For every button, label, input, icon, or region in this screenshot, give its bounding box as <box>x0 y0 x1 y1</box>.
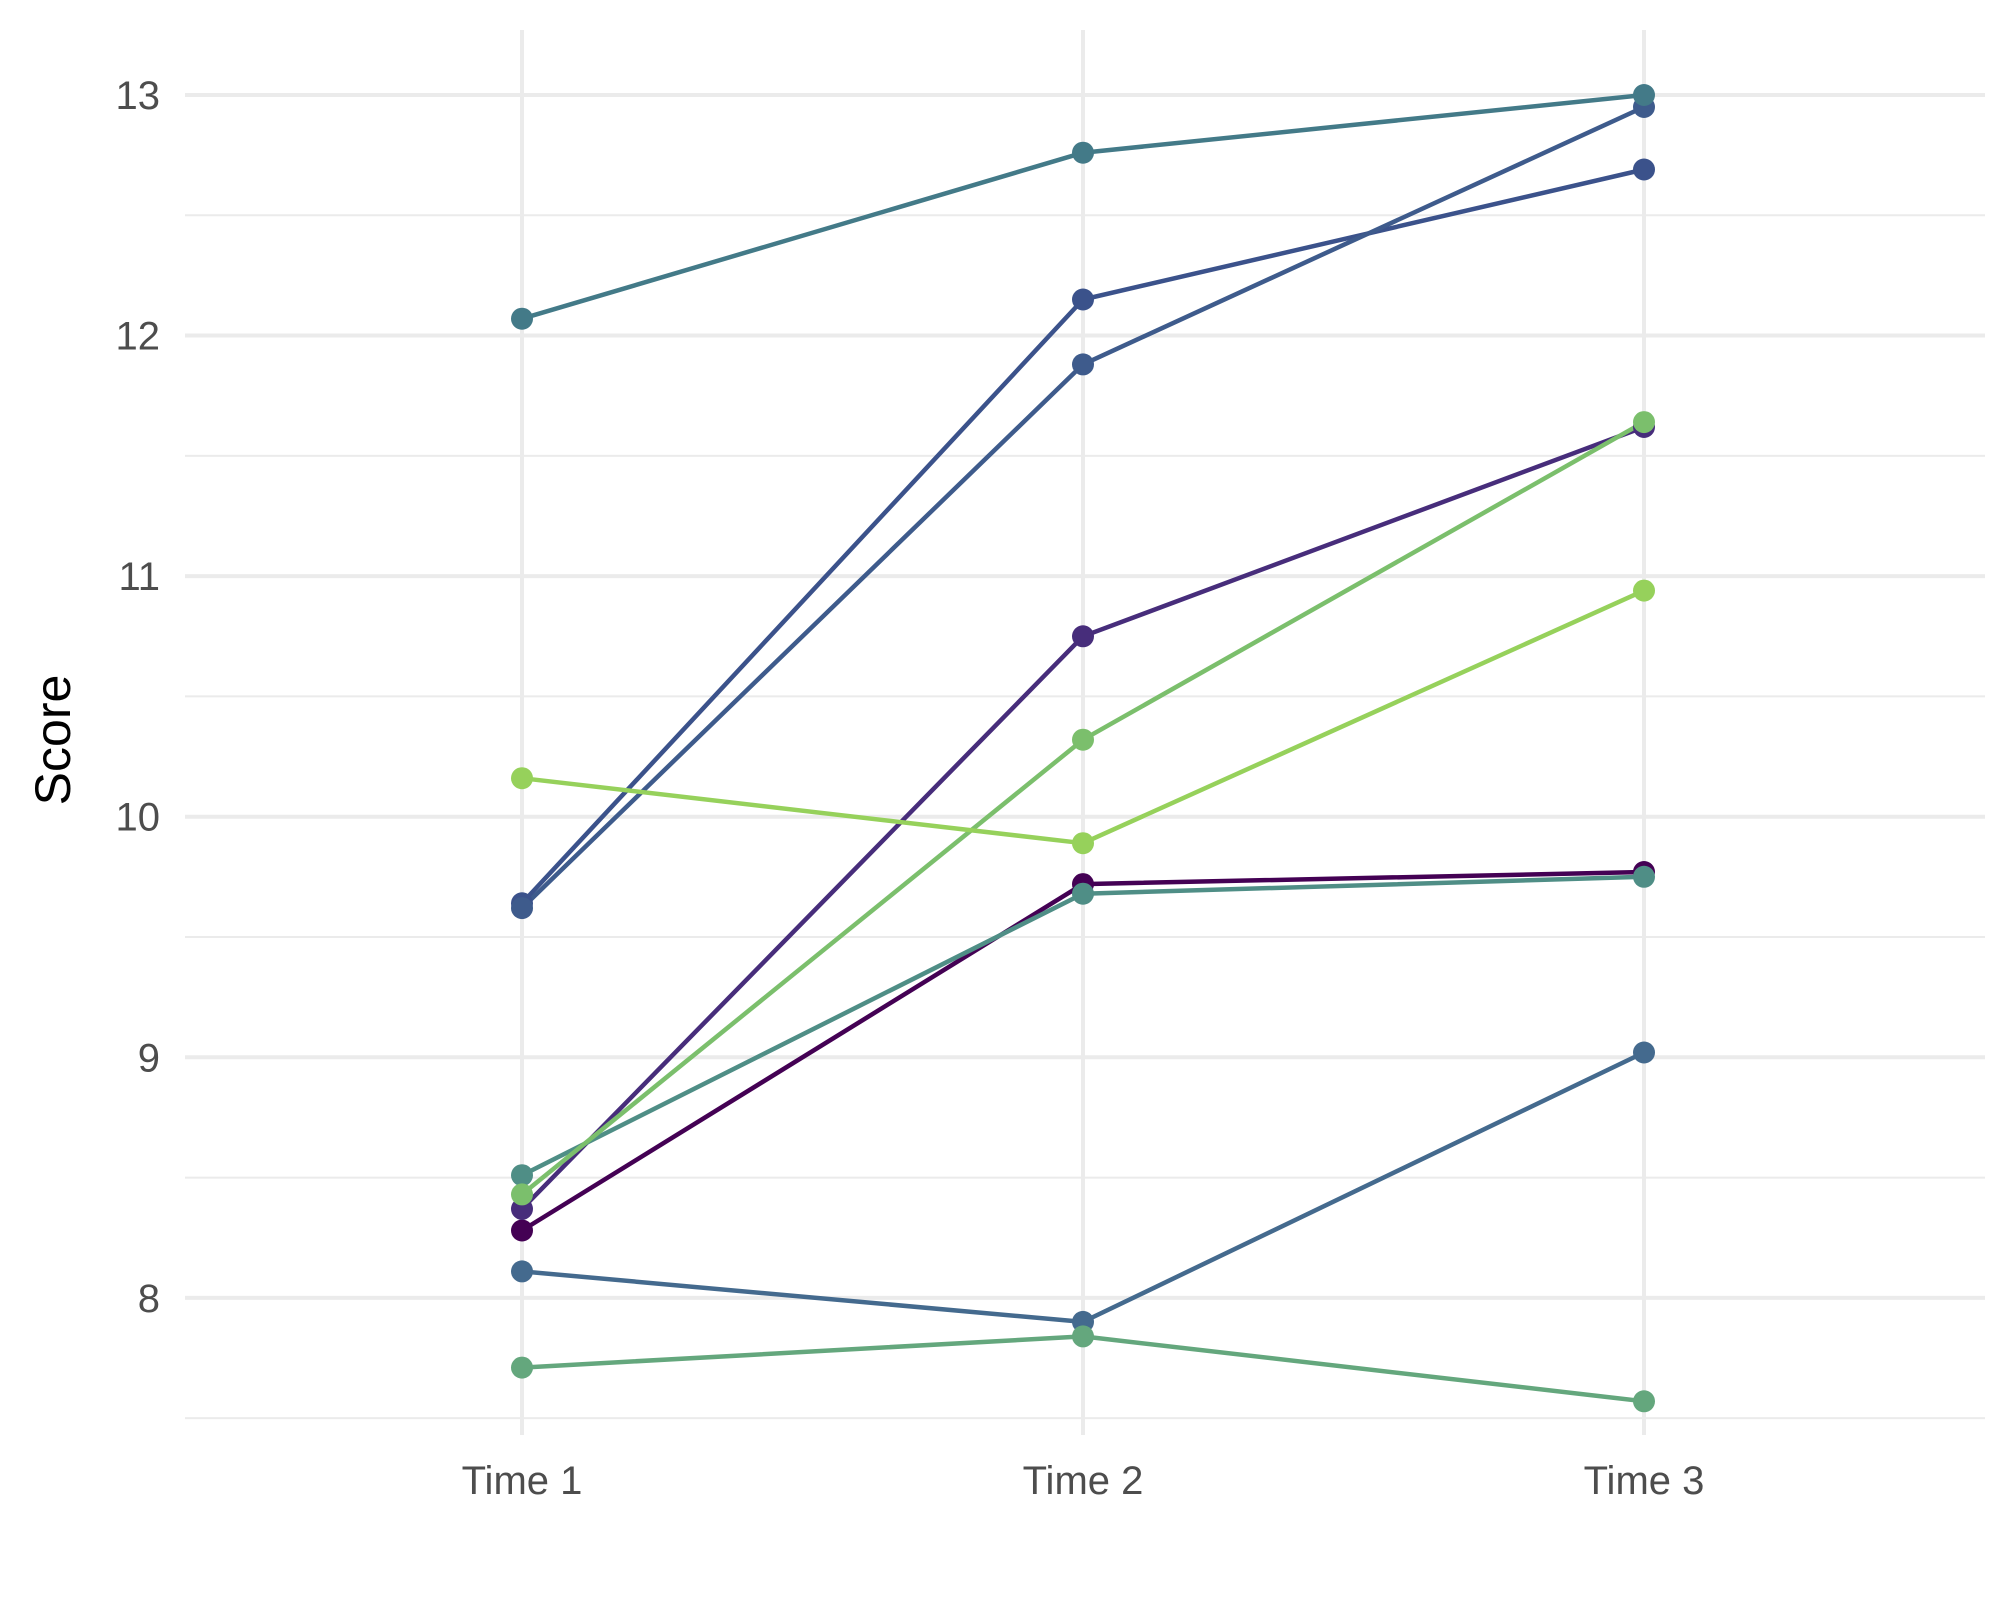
data-point-s4-t2 <box>1072 353 1094 376</box>
data-point-s8-t3 <box>1633 1390 1655 1413</box>
data-point-s6-t1 <box>511 307 533 330</box>
x-tick-label: Time 2 <box>1023 1459 1144 1503</box>
data-point-s6-t2 <box>1072 141 1094 164</box>
x-axis-tick-labels: Time 1 Time 2 Time 3 <box>462 1459 1705 1503</box>
y-tick-label: 11 <box>118 555 160 599</box>
data-point-s9-t1 <box>511 1183 533 1206</box>
y-axis-tick-labels: 8 9 10 11 12 13 <box>116 74 161 1321</box>
data-point-s8-t2 <box>1072 1325 1094 1348</box>
data-point-s2-t2 <box>1072 625 1094 648</box>
y-tick-label: 13 <box>116 74 161 118</box>
data-point-s7-t2 <box>1072 882 1094 905</box>
data-point-s8-t1 <box>511 1356 533 1379</box>
data-point-s10-t3 <box>1633 579 1655 602</box>
data-point-s10-t2 <box>1072 832 1094 855</box>
x-tick-label: Time 3 <box>1584 1459 1705 1503</box>
data-point-s9-t2 <box>1072 728 1094 751</box>
data-point-s1-t1 <box>511 1219 533 1242</box>
data-point-s5-t1 <box>511 1260 533 1283</box>
data-point-s10-t1 <box>511 767 533 790</box>
y-axis-title: Score <box>25 675 81 806</box>
data-point-s4-t1 <box>511 897 533 920</box>
data-point-s7-t3 <box>1633 865 1655 888</box>
data-point-s5-t3 <box>1633 1041 1655 1064</box>
y-tick-label: 10 <box>116 796 161 840</box>
data-point-s9-t3 <box>1633 411 1655 434</box>
data-point-s6-t3 <box>1633 84 1655 106</box>
y-tick-label: 12 <box>116 315 161 359</box>
series-points <box>511 84 1655 1413</box>
data-point-s3-t3 <box>1633 158 1655 181</box>
y-tick-label: 9 <box>138 1036 160 1080</box>
data-point-s7-t1 <box>511 1164 533 1187</box>
data-point-s3-t2 <box>1072 288 1094 311</box>
x-tick-label: Time 1 <box>462 1459 583 1503</box>
y-tick-label: 8 <box>138 1277 160 1321</box>
